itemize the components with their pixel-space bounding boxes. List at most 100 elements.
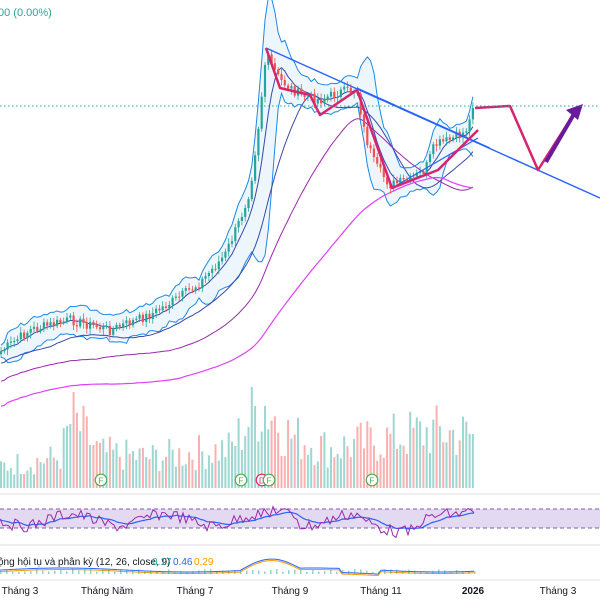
macd-histogram-bar (114, 571, 116, 574)
candle-body (171, 297, 174, 305)
macd-value-2: 0.46 (173, 557, 193, 568)
volume-bar (79, 431, 82, 488)
x-tick-label: Tháng 9 (272, 586, 309, 597)
candle-body (217, 261, 220, 270)
candle-body (468, 119, 471, 132)
macd-histogram-bar (312, 570, 314, 574)
macd-histogram-bar (132, 569, 134, 574)
volume-bar (402, 445, 405, 488)
volume-bar (118, 456, 121, 488)
macd-histogram-bar (240, 571, 242, 574)
macd-histogram-bar (228, 570, 230, 574)
candle-body (174, 296, 177, 298)
volume-bar (257, 441, 260, 488)
macd-histogram-bar (156, 571, 158, 574)
trend-line-inner (356, 87, 491, 149)
macd-histogram-bar (378, 571, 380, 574)
volume-bar (445, 442, 448, 488)
macd-histogram-bar (198, 570, 200, 574)
candle-body (9, 341, 12, 343)
volume-bar (349, 457, 352, 488)
candle-body (323, 99, 326, 104)
volume-bar (462, 416, 464, 488)
volume-bar (39, 462, 42, 488)
macd-histogram-bar (18, 571, 20, 574)
volume-bar (128, 453, 131, 488)
volume-bar (326, 467, 329, 488)
volume-bar (369, 427, 372, 488)
macd-histogram-bar (276, 569, 278, 574)
macd-histogram-bar (36, 569, 38, 574)
candle-body (164, 306, 168, 308)
candle-body (194, 287, 197, 290)
candle-body (141, 314, 144, 322)
macd-histogram-bar (96, 571, 98, 574)
volume-bar (429, 452, 431, 488)
volume-bar (161, 460, 164, 488)
macd-histogram-bar (384, 569, 386, 574)
candle-body (349, 87, 352, 93)
macd-histogram-bar (192, 571, 194, 574)
macd-histogram-bar (12, 571, 14, 574)
macd-histogram-bar (444, 570, 446, 574)
volume-bar (171, 449, 174, 488)
candle-body (128, 320, 131, 326)
volume-bar (49, 446, 52, 488)
volume-bar (359, 422, 362, 488)
volume-bar (115, 443, 118, 488)
candle-body (158, 308, 161, 311)
macd-histogram-bar (90, 569, 92, 574)
macd-histogram-bar (420, 571, 422, 574)
candle-body (62, 321, 65, 324)
candle-body (29, 328, 32, 333)
volume-bar (382, 457, 385, 488)
volume-bar (250, 386, 253, 488)
candle-body (72, 315, 75, 326)
volume-bar (353, 438, 356, 488)
volume-bar (0, 461, 2, 488)
candle-body (0, 351, 3, 355)
candle-body (32, 326, 36, 329)
macd-histogram-bar (294, 569, 296, 574)
volume-bar (148, 459, 151, 488)
ma-long-line (0, 176, 473, 407)
macd-lines (0, 558, 476, 577)
volume-bar (323, 432, 326, 488)
macd-histogram-bar (48, 571, 50, 574)
candle-body (13, 341, 16, 343)
volume-bar (425, 427, 428, 488)
volume-bar (92, 445, 95, 488)
volume-bar (72, 391, 75, 488)
volume-bar (75, 412, 78, 488)
candle-body (155, 308, 158, 314)
event-marker (262, 473, 276, 487)
macd-histogram-bar (84, 569, 86, 574)
candle-body (448, 137, 451, 140)
candle-body (161, 306, 164, 311)
ma-medium-line (0, 94, 474, 364)
volume-bar (3, 462, 6, 488)
candle-body (16, 339, 19, 342)
macd-histogram-bar (78, 570, 80, 574)
volume-bar (399, 444, 402, 488)
candle-body (362, 114, 366, 127)
candle-body (102, 326, 105, 330)
volume-bar (297, 417, 299, 488)
volume-bar (409, 411, 412, 488)
candle-body (376, 157, 379, 164)
candle-body (379, 163, 382, 168)
candle-body (445, 137, 448, 142)
volume-bar (178, 448, 181, 488)
candle-body (39, 328, 42, 331)
candle-body (270, 54, 273, 64)
volume-bar (99, 442, 101, 488)
macd-histogram-bar (72, 569, 74, 574)
candle-body (168, 304, 171, 308)
candle-body (207, 272, 210, 277)
trend-line-upper (265, 47, 600, 199)
projection-arrow-shaft (544, 112, 576, 164)
volume-bar (240, 450, 243, 488)
volume-bar (405, 453, 408, 488)
